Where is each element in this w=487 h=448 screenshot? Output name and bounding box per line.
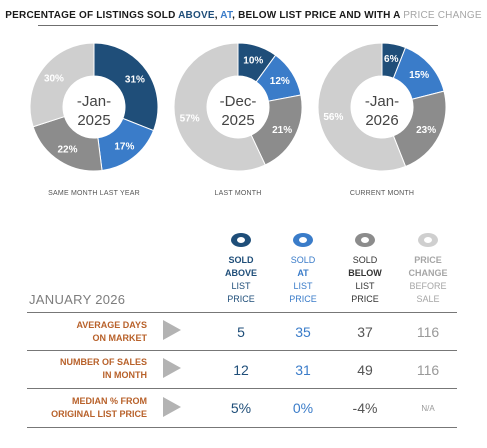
legend-below-line4: PRICE [351, 294, 379, 304]
row-3-label-line2: ORIGINAL LIST PRICE [51, 409, 147, 419]
donut-caption-1: SAME MONTH LAST YEAR [48, 190, 140, 197]
row-label-num-sales: NUMBER OF SALES IN MONTH [27, 356, 147, 382]
donut-1-label-below: 22% [57, 144, 77, 155]
donut-charts: 31% 17% 22% 30% -Jan- 2025 10% 12% 21% 57% -Dec- 20… [29, 42, 447, 172]
legend-sold-below: SOLD BELOW LIST PRICE [335, 233, 395, 306]
cell-median-change: N/A [421, 404, 435, 413]
donut-caption-2: LAST MONTH [214, 190, 262, 197]
legend-change-line4: SALE [416, 294, 440, 304]
table-divider-3 [27, 388, 457, 389]
cell-avg-days-above: 5 [237, 324, 245, 340]
cell-num-sales-change: 116 [416, 362, 440, 378]
donut-3-center-year: 2026 [365, 112, 398, 129]
header-divider [38, 25, 438, 26]
donut-3-label-change: 56% [323, 112, 343, 123]
row-2-label-line2: IN MONTH [102, 370, 148, 380]
header-prefix: PERCENTAGE OF LISTINGS SOLD [5, 10, 179, 21]
row-1-label-line2: ON MARKET [92, 333, 148, 343]
donut-2-center-month: -Dec- [220, 93, 257, 110]
cell-median-above: 5% [230, 400, 252, 416]
legend-below-line1: SOLD [352, 255, 378, 265]
legend-at-line4: PRICE [289, 294, 317, 304]
donut-1-label-change: 30% [44, 73, 64, 84]
table-divider-4 [27, 427, 457, 428]
legend-above-line3: LIST [231, 281, 251, 291]
legend-dot-below-icon [355, 233, 375, 247]
donut-1-label-at: 17% [114, 142, 134, 153]
cell-median-at: 0% [292, 400, 314, 416]
cell-avg-days-below: 37 [357, 324, 373, 340]
header-above: ABOVE [178, 10, 215, 21]
donut-2-label-at: 12% [270, 76, 290, 87]
cell-num-sales-below: 49 [357, 362, 373, 378]
donut-1-center-month: -Jan- [77, 93, 111, 110]
legend-at-line3: LIST [293, 281, 313, 291]
legend-dot-change-icon [418, 233, 438, 247]
donut-1-center-year: 2025 [77, 112, 110, 129]
cell-avg-days-at: 35 [295, 324, 311, 340]
legend-above-line2: ABOVE [224, 268, 257, 278]
row-2-arrow-icon [163, 358, 181, 378]
donut-3-label-below: 23% [416, 125, 436, 136]
cell-median-below: -4% [352, 400, 378, 416]
legend-dot-at-icon [293, 233, 313, 247]
donut-2-label-above: 10% [243, 55, 263, 66]
row-3-label-line1: MEDIAN % FROM [72, 396, 147, 406]
legend-at-line2: AT [297, 268, 309, 278]
row-label-avg-days: AVERAGE DAYS ON MARKET [27, 319, 147, 345]
donut-1-label-above: 31% [125, 75, 145, 86]
legend-below-line3: LIST [355, 281, 375, 291]
legend-change-line2: CHANGE [408, 268, 448, 278]
header-sep-1: , [214, 10, 221, 21]
donut-2-center-year: 2025 [221, 112, 254, 129]
legend-sold-above: SOLD ABOVE LIST PRICE [211, 233, 271, 306]
header-below: BELOW LIST PRICE AND WITH A [238, 10, 404, 21]
donut-3-label-above: 6% [384, 54, 399, 65]
legend-above-line1: SOLD [228, 255, 254, 265]
donut-2-label-change: 57% [180, 113, 200, 124]
legend-below-line2: BELOW [348, 268, 382, 278]
donut-3-center-month: -Jan- [365, 93, 399, 110]
donut-1-slice-change [29, 42, 95, 128]
donut-caption-3: CURRENT MONTH [349, 190, 415, 197]
donut-1-slice-above [93, 42, 159, 132]
header-sep-2: , [232, 10, 239, 21]
header-change: PRICE CHANGE [403, 10, 482, 21]
legend-price-change: PRICE CHANGE BEFORE SALE [398, 233, 458, 306]
row-1-label-line1: AVERAGE DAYS [76, 320, 147, 330]
row-label-median-pct: MEDIAN % FROM ORIGINAL LIST PRICE [27, 395, 147, 421]
cell-avg-days-change: 116 [416, 324, 440, 340]
legend-change-line3: BEFORE [409, 281, 447, 291]
row-3-arrow-icon [163, 397, 181, 417]
table-divider-1 [27, 312, 457, 313]
legend-at-line1: SOLD [290, 255, 316, 265]
chart-header-title: PERCENTAGE OF LISTINGS SOLD ABOVE, AT, B… [0, 10, 487, 21]
header-at: AT [220, 10, 233, 21]
cell-num-sales-above: 12 [233, 362, 249, 378]
legend-sold-at: SOLD AT LIST PRICE [273, 233, 333, 306]
row-2-label-line1: NUMBER OF SALES [59, 357, 147, 367]
row-1-arrow-icon [163, 320, 181, 340]
legend-dot-above-icon [231, 233, 251, 247]
legend-above-line4: PRICE [227, 294, 255, 304]
cell-num-sales-at: 31 [295, 362, 311, 378]
donut-3-label-at: 15% [409, 70, 429, 81]
donut-2-label-below: 21% [272, 125, 292, 136]
donut-3-slice-change [317, 42, 407, 172]
donut-2-slice-change [173, 42, 266, 172]
table-divider-2 [27, 350, 457, 351]
table-title: JANUARY 2026 [29, 292, 126, 307]
legend-change-line1: PRICE [414, 255, 442, 265]
